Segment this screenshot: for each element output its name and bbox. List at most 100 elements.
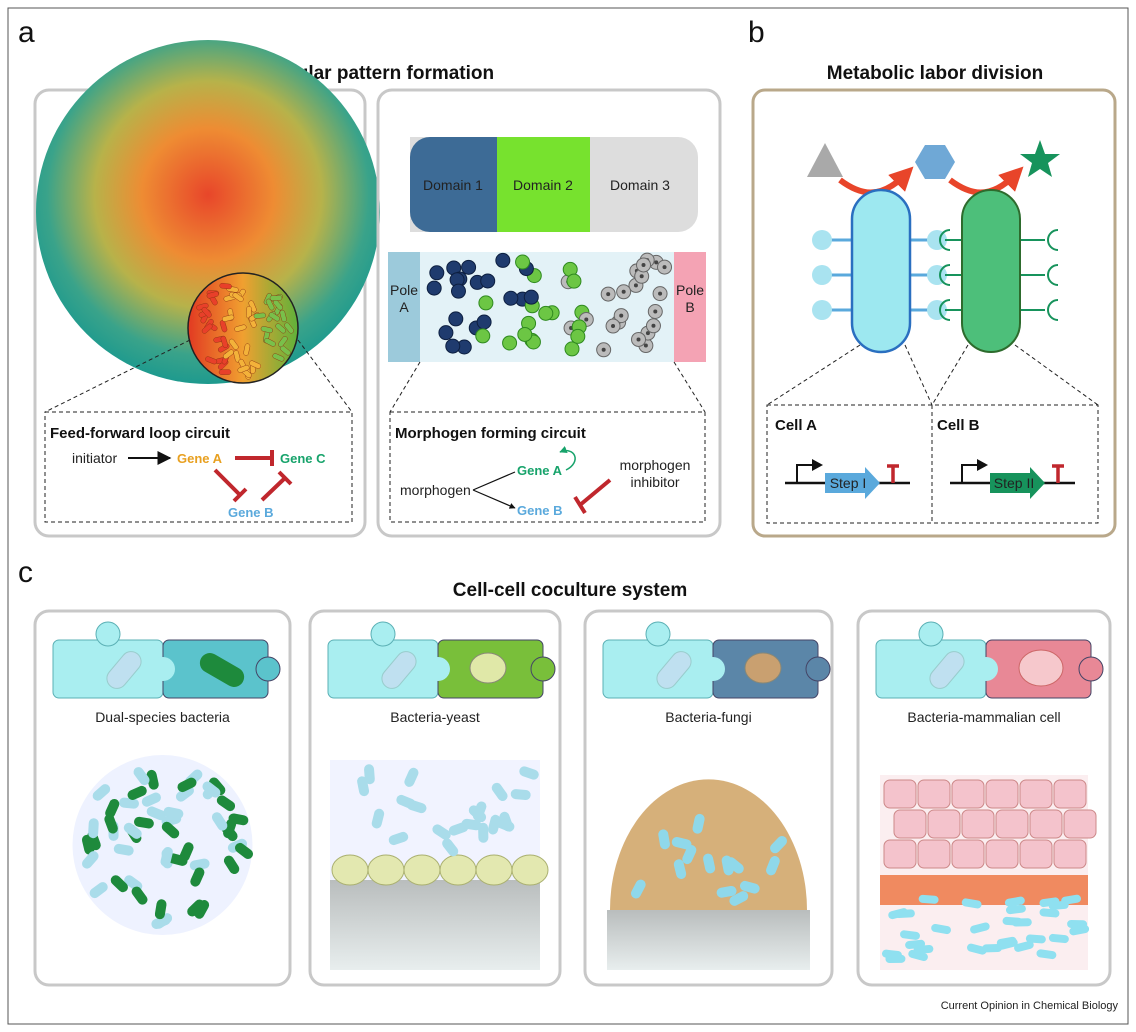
bacterium	[205, 356, 218, 365]
pole-a	[388, 252, 420, 362]
mammalian-cell	[883, 779, 917, 809]
bacterium	[658, 829, 670, 850]
bacterium	[692, 813, 705, 834]
inset-cells	[187, 272, 299, 384]
bacterium	[92, 784, 111, 801]
mammalian-cell	[917, 839, 951, 869]
cell-dot-nucleus	[645, 331, 650, 336]
bacterium	[1011, 918, 1032, 927]
journal-credit: Current Opinion in Chemical Biology	[941, 1000, 1119, 1012]
bacterium	[194, 899, 210, 919]
inhibitor-label-2: inhibitor	[630, 474, 679, 490]
puzzle-knob	[95, 621, 121, 647]
cell-b-body	[961, 189, 1021, 353]
mammalian-cell	[883, 839, 917, 869]
cell-dot	[450, 283, 466, 299]
inhibitor-mark	[573, 478, 612, 515]
puzzle-piece-bacteria	[52, 639, 164, 699]
bacterium	[388, 831, 409, 846]
bacterium	[770, 836, 787, 854]
bacterium	[357, 776, 370, 797]
cell-dot-nucleus	[584, 317, 589, 322]
cell-dot	[448, 311, 464, 327]
bacterium-icon	[381, 651, 417, 689]
bacterium	[1069, 925, 1090, 936]
bacterium	[275, 323, 287, 334]
cell-dot	[515, 254, 531, 270]
yeast-cell	[439, 854, 477, 886]
mammalian-cell	[917, 779, 951, 809]
bacterium	[671, 837, 692, 850]
coculture-panel-1: Dual-species bacteria	[33, 609, 292, 987]
bacterium	[141, 792, 161, 807]
pole-a-label-2: A	[399, 299, 409, 315]
bacterium	[222, 349, 234, 360]
coculture-label: Dual-species bacteria	[95, 709, 230, 725]
self-activation-arrow	[559, 446, 576, 471]
bacterium	[966, 943, 987, 955]
panel-a-letter: a	[18, 16, 35, 49]
mammalian-cell	[1019, 839, 1053, 869]
product-star	[1020, 140, 1060, 177]
cell-dot	[564, 341, 580, 357]
puzzle-knob	[918, 621, 944, 647]
coculture-panel-2: Bacteria-yeast	[308, 609, 562, 987]
yeast-cell	[511, 854, 549, 886]
intermediate-hexagon	[915, 145, 955, 179]
bacterium	[89, 882, 108, 899]
pole-a-label-1: Pole	[390, 282, 418, 298]
puzzle-knob	[645, 621, 671, 647]
bacterium	[208, 777, 226, 796]
domain-2-block	[497, 137, 590, 232]
puzzle-knob	[805, 656, 831, 682]
puzzle-piece-bacteria	[327, 639, 439, 699]
bacterium	[249, 360, 261, 369]
bacterium	[235, 842, 254, 859]
cell-dot-nucleus	[639, 274, 644, 279]
bacterium	[237, 364, 250, 373]
bacterium	[223, 855, 240, 875]
bacterium	[201, 306, 212, 318]
pole-b-label-1: Pole	[676, 282, 704, 298]
substrate	[330, 880, 540, 970]
mammalian-cell	[951, 779, 985, 809]
cell-dot	[502, 335, 518, 351]
cell-dot	[517, 326, 533, 342]
bacterium	[970, 922, 990, 934]
yeast-cell	[331, 854, 369, 886]
domain-3-label: Domain 3	[610, 177, 670, 193]
mammalian-cell	[995, 809, 1029, 839]
panel-b-letter: b	[748, 16, 765, 49]
mammalian-cell	[1063, 809, 1097, 839]
bacterium	[232, 292, 244, 302]
inhibition-marks	[213, 450, 293, 503]
bacterium	[1048, 900, 1069, 910]
coculture-label: Bacteria-fungi	[665, 709, 751, 725]
bacterium	[222, 314, 235, 322]
figure-frame	[7, 7, 1129, 1025]
cell-a-body	[850, 188, 912, 354]
bacterium	[510, 789, 531, 800]
cell-dot-nucleus	[619, 313, 624, 318]
bacterium	[432, 824, 451, 840]
coculture-frame	[583, 609, 834, 987]
bacterium	[104, 814, 118, 834]
cell-dot-nucleus	[643, 343, 648, 348]
bacterium	[189, 858, 210, 871]
panel-b-title: Metabolic labor division	[827, 63, 1043, 84]
coculture-panel-3: Bacteria-fungi	[583, 609, 834, 987]
step-1-label: Step I	[830, 475, 867, 491]
bacterium	[519, 766, 539, 780]
panel-c-title: Cell-cell coculture system	[453, 580, 687, 601]
cell-dot-nucleus	[633, 283, 638, 288]
cell-dot	[538, 305, 554, 321]
bacterium	[211, 812, 228, 831]
cell-a-label: Cell A	[775, 417, 817, 434]
morphogen-label: morphogen	[400, 482, 471, 498]
cell-dot	[523, 289, 539, 305]
domain-1-block	[410, 137, 497, 232]
bacterium	[461, 818, 482, 831]
bacterium	[206, 291, 219, 299]
bacterium	[721, 855, 734, 876]
bacterium	[260, 326, 273, 334]
